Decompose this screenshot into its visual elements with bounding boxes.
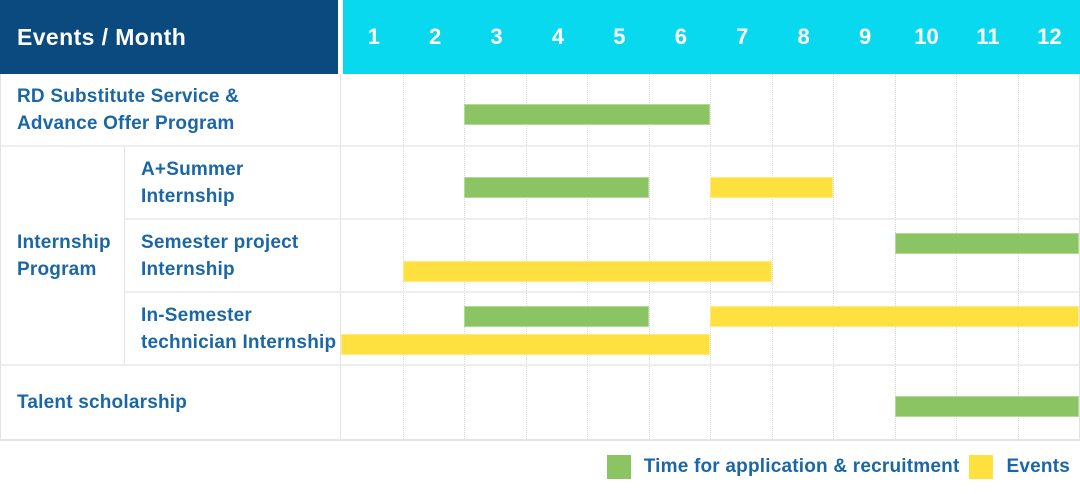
month-gridline <box>894 220 896 291</box>
row-chart-area <box>341 220 1079 293</box>
month-label-12: 12 <box>1037 24 1062 49</box>
month-gridline <box>1017 147 1019 218</box>
month-gridline <box>587 366 588 439</box>
month-label-5: 5 <box>613 24 626 49</box>
month-gridline <box>833 366 834 439</box>
month-gridline <box>1017 220 1019 291</box>
table-header-row: Events / Month 1 2 3 4 5 6 7 8 9 10 11 12 <box>0 0 1080 74</box>
month-gridline <box>956 293 957 364</box>
recruitment-bar <box>464 177 649 198</box>
row-label-line: Semester project <box>141 231 299 253</box>
month-gridline <box>402 147 404 218</box>
row-chart-area <box>341 293 1079 366</box>
events-bar <box>710 306 1079 327</box>
events-bar <box>402 261 772 282</box>
month-gridline <box>525 366 527 439</box>
month-gridline <box>402 293 404 364</box>
month-gridline <box>710 220 711 291</box>
row-label: RD Substitute Service & Advance Offer Pro… <box>1 74 341 147</box>
row-label: Talent scholarship <box>1 366 341 439</box>
row-label-line: Talent scholarship <box>17 392 188 413</box>
header-events-month: Events / Month <box>0 0 338 74</box>
row-label-line: A+Summer <box>141 158 244 180</box>
month-gridline <box>402 366 404 439</box>
row-label-line: RD Substitute Service & <box>17 85 240 107</box>
month-gridline <box>464 293 465 364</box>
month-header-row: 1 2 3 4 5 6 7 8 9 10 11 12 <box>343 0 1080 74</box>
month-gridline <box>1017 74 1019 145</box>
month-gridline <box>587 220 588 291</box>
month-gridline <box>833 220 834 291</box>
month-gridline <box>956 147 957 218</box>
month-gridline <box>833 147 834 218</box>
row-chart-area <box>341 74 1079 147</box>
month-gridline <box>710 293 711 364</box>
row-label: A+Summer Internship <box>125 147 341 220</box>
legend-item-events: Events <box>969 455 1070 479</box>
month-label-7: 7 <box>736 24 749 49</box>
legend-label-events: Events <box>1006 456 1070 477</box>
legend-label-recruitment: Time for application & recruitment <box>643 456 960 477</box>
month-gridline <box>1017 293 1019 364</box>
legend-swatch-events <box>969 455 994 479</box>
month-gridline <box>648 293 650 364</box>
month-gridline <box>894 147 896 218</box>
month-label-8: 8 <box>797 24 810 49</box>
month-label-3: 3 <box>490 24 503 49</box>
month-label-10: 10 <box>914 24 939 49</box>
month-gridline <box>587 293 588 364</box>
month-gridline <box>648 147 650 218</box>
month-gridline <box>464 366 465 439</box>
row-label-line: Internship <box>141 258 235 280</box>
month-gridline <box>710 74 711 145</box>
recruitment-bar <box>894 396 1079 417</box>
month-label-2: 2 <box>429 24 442 49</box>
recruitment-bar <box>464 306 649 327</box>
month-gridline <box>894 293 896 364</box>
row-label: In-Semester technician Internship <box>125 293 341 366</box>
month-label-11: 11 <box>976 24 1000 49</box>
events-bar <box>341 334 710 355</box>
row-chart-area <box>341 366 1079 439</box>
month-gridline <box>771 366 773 439</box>
row-group-label: Internship Program <box>1 147 125 366</box>
recruitment-bar <box>894 233 1079 254</box>
row-label: Semester project Internship <box>125 220 341 293</box>
month-gridline <box>402 220 404 291</box>
month-gridline <box>771 293 773 364</box>
row-label-line: Internship <box>141 185 235 207</box>
header-divider <box>338 0 343 74</box>
month-gridline <box>894 74 896 145</box>
month-label-6: 6 <box>674 24 687 49</box>
month-gridline <box>464 220 465 291</box>
month-gridline <box>956 220 957 291</box>
month-gridline <box>771 74 773 145</box>
recruitment-bar <box>464 104 710 125</box>
month-gridline <box>771 220 773 291</box>
row-chart-area <box>341 147 1079 220</box>
month-gridline <box>956 74 957 145</box>
month-gridline <box>833 293 834 364</box>
month-gridline <box>648 220 650 291</box>
row-label-line: Advance Offer Program <box>17 112 235 134</box>
month-gridline <box>402 74 404 145</box>
month-label-9: 9 <box>858 24 872 49</box>
legend-item-recruitment: Time for application & recruitment <box>606 455 960 479</box>
legend-swatch-recruitment <box>606 455 631 479</box>
month-gridline <box>525 220 527 291</box>
row-label-line: In-Semester <box>141 304 252 326</box>
row-label-line: technician Internship <box>141 331 337 353</box>
row-group-label-line: Internship <box>17 231 111 253</box>
month-gridline <box>833 74 834 145</box>
legend: Time for application & recruitment Events <box>606 455 1070 479</box>
month-gridline <box>710 366 711 439</box>
month-gridline <box>648 366 650 439</box>
events-bar <box>710 177 833 198</box>
month-label-1: 1 <box>367 24 380 49</box>
month-gridline <box>525 293 527 364</box>
schedule-table-body: RD Substitute Service & Advance Offer Pro… <box>0 74 1080 441</box>
month-label-4: 4 <box>551 24 565 49</box>
row-group-label-line: Program <box>17 258 97 280</box>
